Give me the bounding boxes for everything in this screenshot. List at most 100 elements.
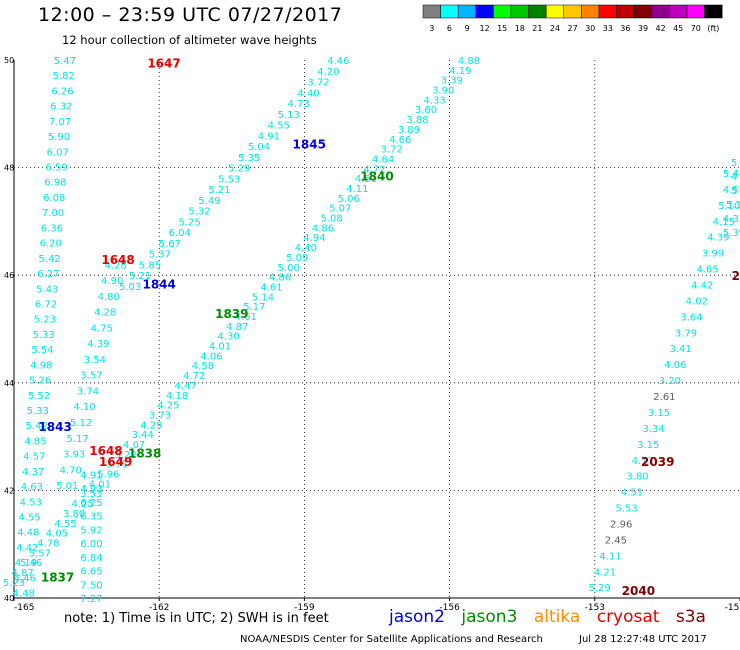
wave-height-value: 6.25	[80, 498, 102, 509]
colorbar-swatch	[493, 4, 512, 19]
wave-height-value: 4.01	[89, 479, 111, 490]
wave-height-value: 4.72	[183, 371, 205, 382]
wave-height-value: 5.57	[29, 548, 51, 559]
wave-height-value: 5.10	[718, 201, 740, 212]
wave-height-value: 4.46	[14, 573, 36, 584]
plot-frame	[13, 60, 740, 599]
pass-time-label: 1843	[38, 420, 71, 434]
wave-height-value: 4.33	[423, 95, 445, 106]
pass-time-label: 1845	[293, 137, 326, 151]
wave-height-value: 4.86	[269, 273, 291, 284]
wave-height-value: 4.11	[346, 184, 368, 195]
wave-height-value: 4.05	[46, 529, 68, 540]
wave-height-value: 5.43	[36, 284, 58, 295]
generated-timestamp: Jul 28 12:27:48 UTC 2017	[579, 634, 707, 645]
colorbar-label: 42	[656, 24, 666, 33]
wave-height-value: 5.17	[66, 434, 88, 445]
colorbar-label: 36	[620, 24, 630, 33]
colorbar-label: 12	[480, 24, 490, 33]
wave-height-value: 3.79	[675, 328, 697, 339]
y-tick-label: 44	[4, 379, 14, 388]
wave-height-value: 6.32	[50, 102, 72, 113]
wave-height-value: 3.22	[114, 450, 136, 461]
wave-height-value: 4.06	[200, 351, 222, 362]
wave-height-value: 4.61	[260, 282, 282, 293]
wave-height-value: 4.88	[458, 56, 480, 67]
colorbar-swatch	[545, 4, 565, 19]
x-tick-label: -15	[725, 603, 740, 613]
wave-height-value: 3.89	[398, 125, 420, 136]
colorbar-label: 3	[429, 24, 434, 33]
legend-s3a: s3a	[675, 607, 706, 627]
wave-height-value: 5.35	[238, 153, 260, 164]
wave-height-value: 4.40	[297, 88, 319, 99]
wave-height-value: 4.94	[303, 233, 325, 244]
wave-height-value: 3.90	[432, 86, 454, 97]
pass-time-label: 1648	[89, 444, 122, 458]
wave-height-value: 4.07	[123, 440, 145, 451]
page-subtitle: 12 hour collection of altimeter wave hei…	[62, 33, 317, 47]
wave-height-value: 4.25	[72, 499, 94, 510]
wave-height-value: 4.40	[295, 243, 317, 254]
wave-height-value: 5.09	[286, 253, 308, 264]
wave-height-value: 5.42	[38, 254, 60, 265]
wave-height-value: 5.39	[723, 228, 740, 239]
wave-height-value: 6.35	[80, 512, 102, 523]
wave-height-value: 5.32	[188, 207, 210, 218]
wave-height-value: 3.74	[77, 386, 99, 397]
wave-height-value: 6.20	[40, 239, 62, 250]
wave-height-value: 2.61	[653, 392, 675, 403]
wave-height-value: 4.29	[140, 420, 162, 431]
wave-height-value: 7.07	[49, 117, 71, 128]
wave-height-value: 6.36	[41, 223, 63, 234]
wave-height-value: 5.25	[178, 217, 200, 228]
colorbar-swatch	[475, 4, 494, 19]
wave-height-value: 4.01	[209, 342, 231, 353]
colorbar-label: 18	[515, 24, 525, 33]
wave-height-value: 2.96	[610, 520, 632, 531]
x-tick-label: -159	[294, 603, 315, 613]
colorbar-label: 39	[638, 24, 648, 33]
wave-height-value: 5.82	[53, 71, 75, 82]
wave-height-value: 7.27	[80, 594, 102, 605]
wave-height-value: 5.90	[48, 132, 70, 143]
legend-cryosat: cryosat	[596, 607, 660, 627]
wave-height-value: 4.58	[723, 185, 740, 196]
wave-height-value: 4.75	[91, 323, 113, 334]
wave-height-value: 3.99	[702, 249, 724, 260]
wave-height-value: 4.78	[37, 538, 59, 549]
wave-height-value: 4.20	[317, 67, 339, 78]
pass-time-label: 2039	[641, 455, 674, 469]
colorbar-swatch	[704, 4, 723, 19]
wave-height-value: 5.85	[139, 260, 161, 271]
wave-height-value: 4.25	[157, 401, 179, 412]
wave-height-value: 3.72	[381, 145, 403, 156]
wave-height-value: 3.57	[80, 371, 102, 382]
y-tick-label: 42	[4, 486, 14, 495]
wave-height-value: 4.28	[94, 308, 116, 319]
colorbar-swatch	[440, 4, 459, 19]
wave-height-value: 7.00	[42, 208, 64, 219]
wave-height-value: 4.02	[686, 296, 708, 307]
wave-height-value: 4.53	[20, 497, 42, 508]
colorbar-label: 27	[568, 24, 578, 33]
wave-height-value: 4.39	[87, 339, 109, 350]
wave-height-value: 4.90	[101, 276, 123, 287]
colorbar-swatch	[457, 4, 477, 19]
pass-time-label: 1647	[147, 57, 180, 71]
wave-height-value: 6.59	[45, 163, 67, 174]
credit-line: NOAA/NESDIS Center for Satellite Applica…	[240, 634, 543, 645]
pass-time-label: 1838	[128, 447, 161, 461]
wave-height-value: 3.15	[648, 408, 670, 419]
wave-height-value: 5.42	[25, 421, 47, 432]
wave-height-value: 5.21	[129, 271, 151, 282]
wave-height-value: 4.91	[80, 470, 102, 481]
wave-height-value: 4.87	[11, 568, 33, 579]
wave-height-value: 5.00	[278, 263, 300, 274]
x-tick-label: -162	[149, 603, 169, 613]
wave-height-value: 4.42	[691, 281, 713, 292]
legend-jason2: jason2	[389, 607, 445, 627]
colorbar-swatch	[616, 4, 635, 19]
y-tick-label: 48	[4, 164, 14, 173]
wave-height-value: 4.37	[22, 467, 44, 478]
